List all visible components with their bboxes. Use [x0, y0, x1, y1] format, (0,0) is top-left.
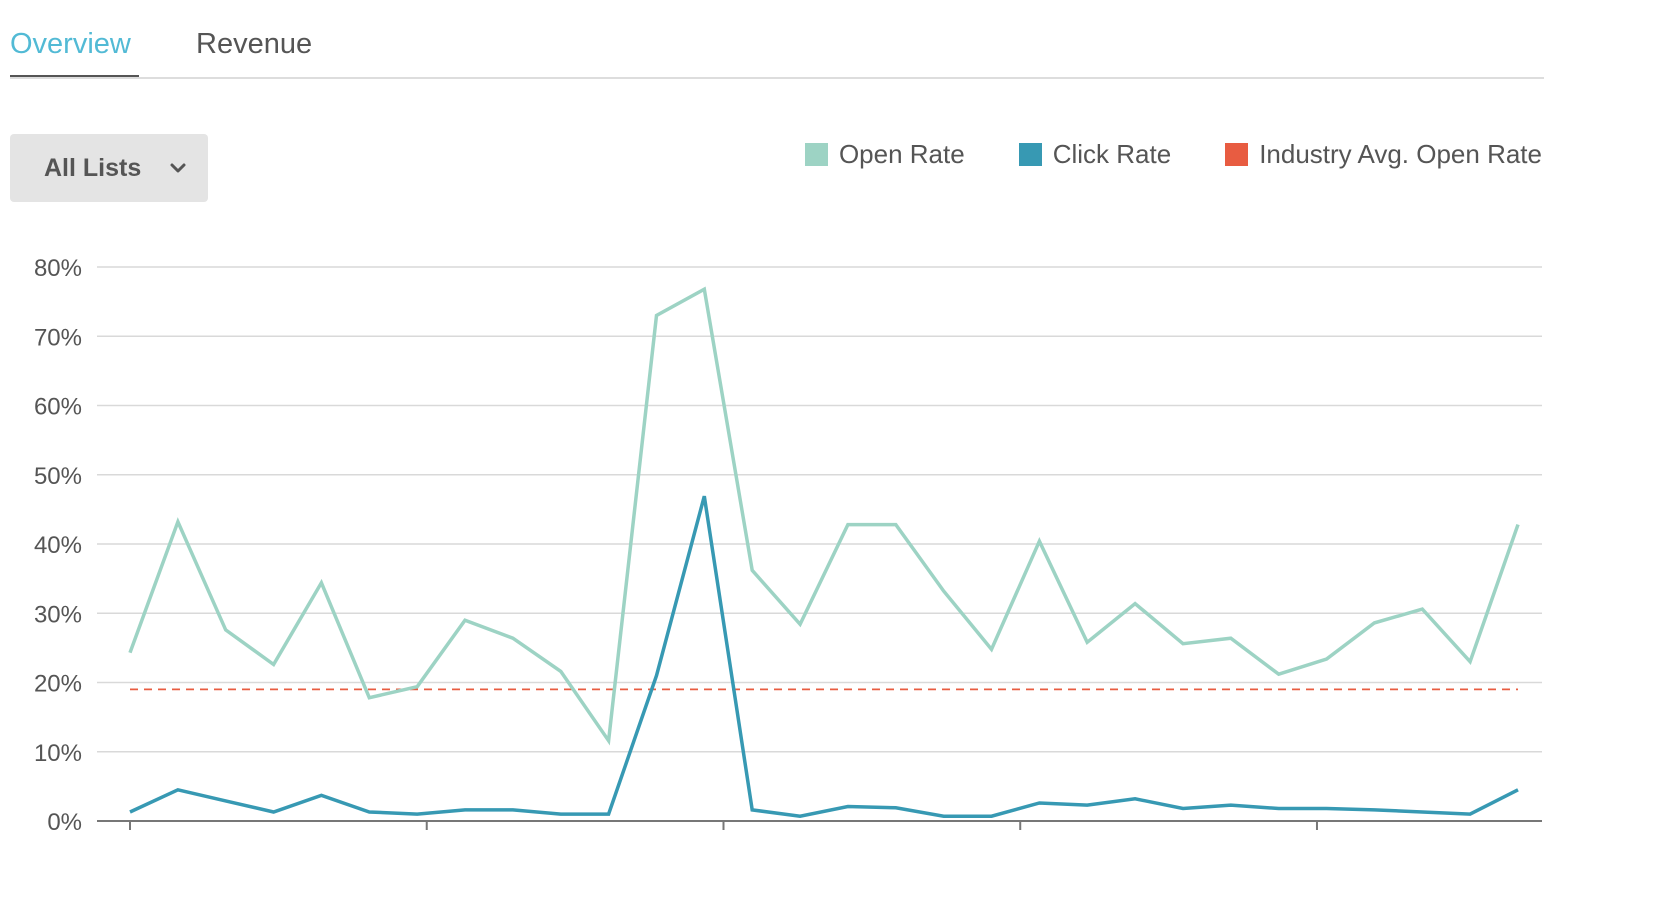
data-point-click-rate[interactable] — [222, 797, 230, 805]
data-point-open-rate[interactable] — [1275, 670, 1283, 678]
data-point-open-rate[interactable] — [557, 667, 565, 675]
data-point-click-rate[interactable] — [844, 803, 852, 811]
data-point-click-rate[interactable] — [509, 806, 517, 814]
legend-item-open-rate[interactable]: Open Rate — [804, 136, 965, 172]
data-point-open-rate[interactable] — [748, 566, 756, 574]
data-point-open-rate[interactable] — [365, 694, 373, 702]
data-point-click-rate[interactable] — [365, 808, 373, 816]
data-point-click-rate[interactable] — [1131, 795, 1139, 803]
data-point-open-rate[interactable] — [1323, 655, 1331, 663]
data-point-click-rate[interactable] — [270, 808, 278, 816]
data-point-open-rate[interactable] — [1227, 634, 1235, 642]
data-point-click-rate[interactable] — [1227, 801, 1235, 809]
data-point-click-rate[interactable] — [700, 492, 708, 500]
list-filter-dropdown[interactable]: All Lists — [10, 134, 208, 202]
data-point-open-rate[interactable] — [700, 285, 708, 293]
y-tick-label: 50% — [34, 463, 82, 490]
data-point-open-rate[interactable] — [1514, 521, 1522, 529]
data-point-click-rate[interactable] — [1418, 808, 1426, 816]
legend-swatch-click-rate — [1018, 142, 1042, 166]
chart-legend: Open Rate Click Rate Industry Avg. Open … — [804, 136, 1542, 172]
data-point-open-rate[interactable] — [844, 521, 852, 529]
data-point-open-rate[interactable] — [413, 683, 421, 691]
y-tick-label: 70% — [34, 324, 82, 351]
data-point-open-rate[interactable] — [988, 645, 996, 653]
data-point-click-rate[interactable] — [748, 806, 756, 814]
legend-swatch-industry-avg — [1225, 142, 1249, 166]
data-point-open-rate[interactable] — [1466, 658, 1474, 666]
data-point-click-rate[interactable] — [317, 791, 325, 799]
data-point-click-rate[interactable] — [126, 808, 134, 816]
y-tick-label: 40% — [34, 532, 82, 559]
legend-label-click-rate: Click Rate — [1052, 139, 1172, 169]
data-point-click-rate[interactable] — [1323, 805, 1331, 813]
data-point-click-rate[interactable] — [1083, 801, 1091, 809]
data-point-open-rate[interactable] — [1035, 537, 1043, 545]
legend-swatch-open-rate — [804, 142, 828, 166]
data-point-open-rate[interactable] — [174, 518, 182, 526]
data-point-open-rate[interactable] — [270, 661, 278, 669]
data-point-open-rate[interactable] — [317, 579, 325, 587]
data-point-open-rate[interactable] — [509, 634, 517, 642]
data-point-click-rate[interactable] — [605, 810, 613, 818]
data-point-open-rate[interactable] — [796, 620, 804, 628]
data-point-open-rate[interactable] — [222, 626, 230, 634]
legend-label-industry-avg: Industry Avg. Open Rate — [1259, 139, 1542, 169]
data-point-click-rate[interactable] — [1179, 805, 1187, 813]
y-tick-label: 20% — [34, 671, 82, 698]
data-point-open-rate[interactable] — [892, 521, 900, 529]
data-point-click-rate[interactable] — [1370, 806, 1378, 814]
tab-bar: Overview Revenue — [10, 0, 1544, 79]
data-point-click-rate[interactable] — [796, 812, 804, 820]
y-tick-label: 30% — [34, 601, 82, 628]
legend-item-click-rate[interactable]: Click Rate — [1018, 136, 1172, 172]
data-point-click-rate[interactable] — [653, 672, 661, 680]
active-tab-indicator — [10, 75, 139, 77]
chevron-down-icon — [170, 163, 186, 173]
legend-item-industry-avg[interactable]: Industry Avg. Open Rate — [1225, 136, 1542, 172]
tab-revenue[interactable]: Revenue — [196, 28, 313, 60]
data-point-open-rate[interactable] — [461, 616, 469, 624]
y-tick-label: 10% — [34, 740, 82, 767]
list-filter-label: All Lists — [44, 154, 142, 182]
data-point-click-rate[interactable] — [1275, 805, 1283, 813]
series-line-open-rate[interactable] — [128, 286, 1520, 746]
data-point-open-rate[interactable] — [126, 649, 134, 657]
data-point-open-rate[interactable] — [1083, 638, 1091, 646]
data-point-click-rate[interactable] — [557, 810, 565, 818]
data-point-open-rate[interactable] — [605, 737, 613, 745]
data-point-click-rate[interactable] — [892, 804, 900, 812]
y-tick-label: 0% — [47, 809, 82, 836]
data-point-click-rate[interactable] — [174, 786, 182, 794]
data-point-click-rate[interactable] — [940, 812, 948, 820]
data-point-click-rate[interactable] — [413, 810, 421, 818]
data-point-click-rate[interactable] — [988, 812, 996, 820]
data-point-open-rate[interactable] — [1370, 619, 1378, 627]
y-tick-label: 80% — [34, 255, 82, 282]
data-point-click-rate[interactable] — [1514, 786, 1522, 794]
data-point-open-rate[interactable] — [1131, 600, 1139, 608]
data-point-click-rate[interactable] — [461, 806, 469, 814]
series-line-click-rate[interactable] — [129, 495, 1519, 818]
data-point-open-rate[interactable] — [653, 312, 661, 320]
y-tick-label: 60% — [34, 394, 82, 421]
data-point-open-rate[interactable] — [940, 587, 948, 595]
data-point-click-rate[interactable] — [1035, 799, 1043, 807]
data-point-open-rate[interactable] — [1418, 605, 1426, 613]
data-point-open-rate[interactable] — [1179, 640, 1187, 648]
legend-label-open-rate: Open Rate — [838, 139, 965, 169]
tab-overview[interactable]: Overview — [10, 28, 131, 60]
data-point-click-rate[interactable] — [1466, 810, 1474, 818]
